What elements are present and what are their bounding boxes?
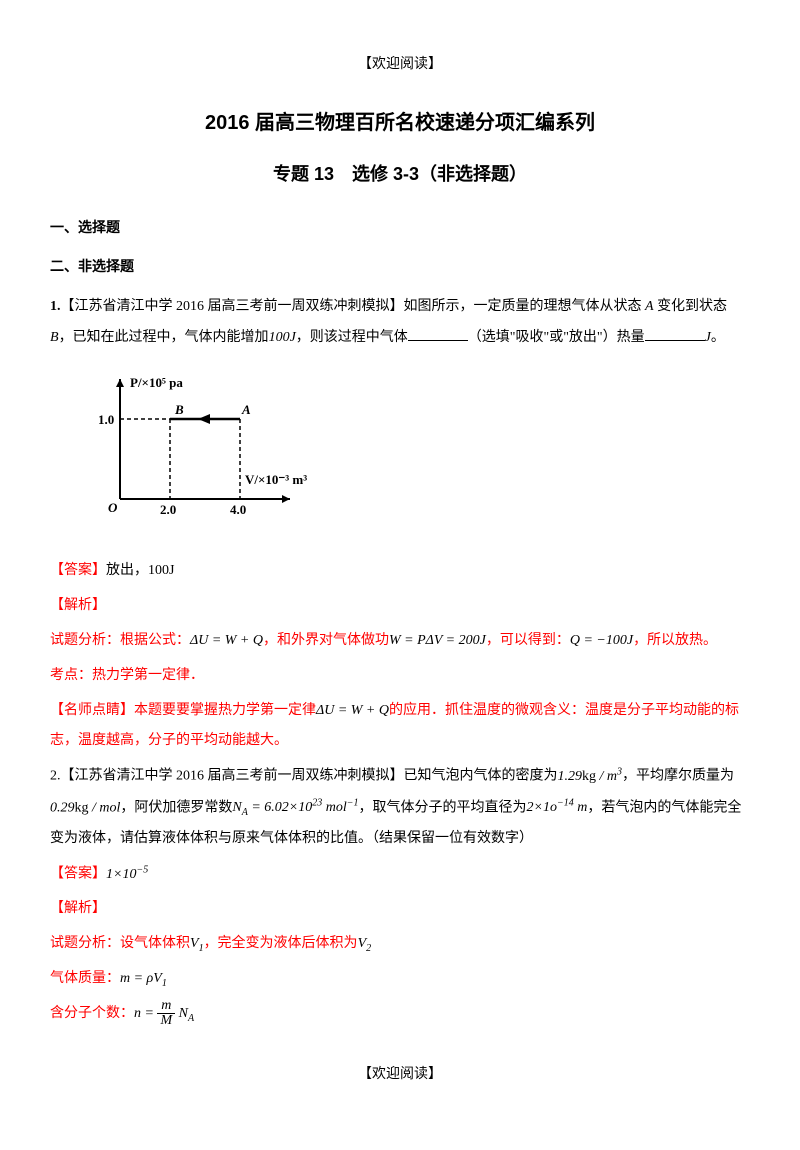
- analysis-end: ，所以放热。: [633, 633, 717, 648]
- answer-text: 放出，100J: [106, 563, 174, 578]
- q2-number: 2.: [50, 769, 61, 784]
- q2-text-d: ，取气体分子的平均直径为: [359, 800, 527, 815]
- q1-kaodian: 考点：热力学第一定律．: [50, 661, 750, 692]
- q1-hint: （选填"吸收"或"放出"）热量: [468, 330, 645, 345]
- analysis-prefix: 试题分析：根据公式：: [50, 633, 190, 648]
- tips-label: 【名师点睛】: [50, 703, 134, 718]
- q2-analysis-label: 【解析】: [50, 894, 750, 925]
- q2-text-b: ，平均摩尔质量为: [622, 769, 734, 784]
- xtick-2: 2.0: [160, 502, 176, 517]
- tips-formula: ΔU = W + Q: [316, 703, 389, 718]
- pv-chart: P/×10⁵ pa V/×10⁻³ m³ B A 1.0 2.0 4.0 O: [90, 369, 310, 529]
- formula-du: ΔU = W + Q: [190, 633, 263, 648]
- q2-na: NA = 6.02×1023 mol−1: [232, 800, 358, 815]
- kaodian-label: 考点：: [50, 668, 92, 683]
- q1-blank: [408, 326, 468, 341]
- q2-v1: V1: [190, 936, 204, 951]
- q2-density: 1.29kg / m3: [558, 769, 623, 784]
- q1-stem: 1.【江苏省清江中学 2016 届高三考前一周双练冲刺模拟】如图所示，一定质量的…: [50, 292, 750, 354]
- tips-text-a: 本题要要掌握热力学第一定律: [134, 703, 316, 718]
- point-a-label: A: [241, 402, 251, 417]
- q1-stateB: B: [50, 330, 59, 345]
- origin-label: O: [108, 500, 118, 515]
- analysis-mid2: ，可以得到：: [486, 633, 570, 648]
- footer-banner: 【欢迎阅读】: [50, 1060, 750, 1091]
- q2-line1-a: 试题分析：设气体体积: [50, 936, 190, 951]
- q1-source: 【江苏省清江中学 2016 届高三考前一周双练冲刺模拟】: [61, 299, 404, 314]
- q2-line3: 含分子个数：n = mM NA: [50, 999, 750, 1030]
- q1-answer: 【答案】放出，100J: [50, 556, 750, 587]
- q1-text-a: 如图所示，一定质量的理想气体从状态: [404, 299, 646, 314]
- section-choice: 一、选择题: [50, 214, 750, 245]
- q1-text-d: ，则该过程中气体: [296, 330, 408, 345]
- q2-mass-formula: m = ρV1: [120, 971, 167, 986]
- q2-line3-a: 含分子个数：: [50, 1006, 134, 1021]
- q1-text-c: ，已知在此过程中，气体内能增加: [59, 330, 269, 345]
- q1-number: 1.: [50, 299, 61, 314]
- point-b-label: B: [174, 402, 184, 417]
- header-banner: 【欢迎阅读】: [50, 50, 750, 81]
- q2-n-formula: n = mM NA: [134, 1006, 194, 1021]
- q2-line2-a: 气体质量：: [50, 971, 120, 986]
- xtick-4: 4.0: [230, 502, 246, 517]
- q1-analysis-label: 【解析】: [50, 591, 750, 622]
- title-sub: 专题 13 选修 3-3（非选择题）: [50, 155, 750, 195]
- q1-figure: P/×10⁵ pa V/×10⁻³ m³ B A 1.0 2.0 4.0 O: [90, 369, 750, 542]
- x-axis-label: V/×10⁻³ m³: [245, 472, 307, 487]
- kaodian-text: 热力学第一定律．: [92, 668, 204, 683]
- analysis-mid1: ，和外界对气体做功: [263, 633, 389, 648]
- q1-period: 。: [711, 330, 725, 345]
- formula-q: Q = −100J: [570, 633, 633, 648]
- q2-source: 【江苏省清江中学 2016 届高三考前一周双练冲刺模拟】: [61, 769, 404, 784]
- q2-molar: 0.29kg / mol: [50, 800, 120, 815]
- ytick-1: 1.0: [98, 412, 114, 427]
- q2-stem: 2.【江苏省清江中学 2016 届高三考前一周双练冲刺模拟】已知气泡内气体的密度…: [50, 761, 750, 855]
- q2-text-c: ，阿伏加德罗常数: [120, 800, 232, 815]
- q2-line2: 气体质量：m = ρV1: [50, 964, 750, 995]
- q2-text-a: 已知气泡内气体的密度为: [404, 769, 558, 784]
- formula-w: W = PΔV = 200J: [389, 633, 486, 648]
- q1-analysis-line: 试题分析：根据公式：ΔU = W + Q，和外界对气体做功W = PΔV = 2…: [50, 626, 750, 657]
- y-axis-label: P/×10⁵ pa: [130, 375, 183, 390]
- q2-answer-label: 【答案】: [50, 867, 106, 882]
- q1-stateA: A: [645, 299, 654, 314]
- q1-blank-2: [645, 326, 705, 341]
- section-nonchoice: 二、非选择题: [50, 253, 750, 284]
- q2-answer-text: 1×10−5: [106, 867, 148, 882]
- q2-answer: 【答案】1×10−5: [50, 859, 750, 890]
- answer-label: 【答案】: [50, 563, 106, 578]
- q1-energy: 100J: [269, 330, 296, 345]
- title-main: 2016 届高三物理百所名校速递分项汇编系列: [50, 101, 750, 145]
- q1-tips: 【名师点睛】本题要要掌握热力学第一定律ΔU = W + Q的应用．抓住温度的微观…: [50, 696, 750, 758]
- q2-diameter: 2×1o−14 m: [527, 800, 588, 815]
- q2-v2: V2: [358, 936, 372, 951]
- q2-line1: 试题分析：设气体体积V1，完全变为液体后体积为V2: [50, 929, 750, 960]
- q1-text-b: 变化到状态: [654, 299, 728, 314]
- q2-line1-b: ，完全变为液体后体积为: [204, 936, 358, 951]
